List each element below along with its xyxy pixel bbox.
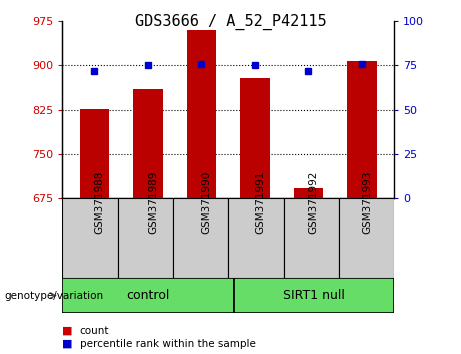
Text: percentile rank within the sample: percentile rank within the sample [80,339,256,349]
Text: GSM371992: GSM371992 [308,171,319,234]
Text: GSM371988: GSM371988 [95,171,104,234]
Text: GSM371993: GSM371993 [362,171,372,234]
Text: GDS3666 / A_52_P42115: GDS3666 / A_52_P42115 [135,14,326,30]
Text: GSM371990: GSM371990 [201,171,212,234]
Bar [284,198,339,278]
Bar [294,188,323,198]
Bar [347,61,377,198]
Bar [133,89,163,198]
Text: control: control [126,289,170,302]
Bar [234,278,394,313]
Bar [240,79,270,198]
Bar [339,198,394,278]
Bar [187,30,216,198]
Bar [62,198,118,278]
Bar [228,198,284,278]
Text: ■: ■ [62,339,73,349]
Text: GSM371991: GSM371991 [255,171,265,234]
Text: SIRT1 null: SIRT1 null [283,289,345,302]
Bar [80,109,109,198]
Text: genotype/variation: genotype/variation [5,291,104,301]
Bar [62,278,234,313]
Bar [173,198,228,278]
Bar [118,198,173,278]
Text: count: count [80,326,109,336]
Text: ■: ■ [62,326,73,336]
Text: GSM371989: GSM371989 [148,171,158,234]
